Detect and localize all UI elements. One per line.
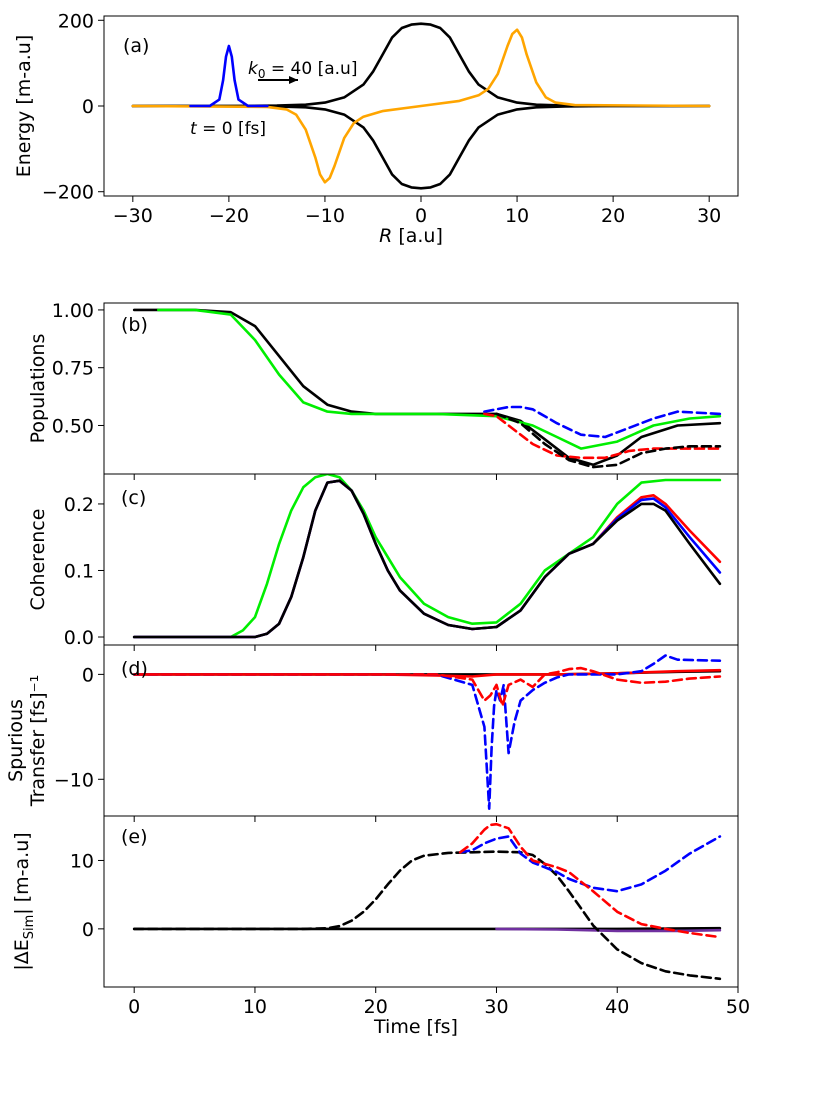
series-group — [132, 474, 722, 639]
panel-tag: (e) — [121, 826, 148, 848]
x-tick-label: 20 — [364, 996, 388, 1018]
y-tick-label: 10 — [70, 850, 94, 872]
series-black-dashed — [132, 850, 722, 981]
x-tick-label: −10 — [305, 205, 345, 227]
y-axis-label: Populations — [27, 334, 49, 444]
axes-frame — [103, 815, 739, 988]
k-symbol: k — [248, 59, 259, 79]
panel-1: 1.00 0.75 0.50 (b) Populations — [27, 300, 739, 480]
y-label-sub: Sim — [22, 915, 37, 940]
series-blue-dashed — [458, 835, 722, 893]
panel-tag: (d) — [121, 658, 148, 680]
k-rest: = 40 [a.u] — [266, 59, 358, 79]
y-axis-label-line: Transfer [fs]⁻¹ — [27, 675, 49, 808]
y-label-post: | [m-a.u] — [11, 832, 33, 914]
series-green — [132, 474, 722, 639]
momentum-annotation: k0 = 40 [a.u] — [248, 59, 357, 81]
y-tick-label: 0.1 — [64, 560, 94, 582]
y-tick-label: 0.0 — [64, 627, 94, 649]
y-tick-label: 0 — [82, 664, 94, 686]
y-tick-label: 0.2 — [64, 494, 94, 516]
series-group — [132, 308, 722, 469]
y-axis-label: Energy [m-a.u] — [13, 35, 35, 177]
series-exact — [132, 308, 722, 467]
x-tick-label: −30 — [113, 205, 153, 227]
y-axis-label-line: Spurious — [5, 699, 27, 782]
panel-tag: (a) — [123, 35, 149, 57]
x-axis-label: R [a.u] — [379, 225, 443, 247]
series-purple — [495, 927, 722, 933]
panel-3: 0 −10 (d) Spurious Transfer [fs]⁻¹ — [5, 644, 739, 822]
y-tick-label: 0 — [82, 919, 94, 941]
series-red-dashed — [483, 412, 722, 460]
series-upper-surface — [131, 22, 711, 108]
x-tick-label: 20 — [601, 205, 625, 227]
y-label-pre: |ΔE — [11, 939, 33, 970]
panel-tag: (c) — [121, 487, 146, 509]
series-nonadiabatic-coupling — [131, 28, 711, 184]
series-blue-dashed — [132, 654, 722, 810]
x-tick-label: 30 — [697, 205, 721, 227]
x-tick-label: 0 — [415, 205, 427, 227]
y-axis-label: |ΔESim| [m-a.u] — [11, 832, 37, 970]
series-red-dashed — [458, 822, 722, 939]
y-tick-label: 0.50 — [52, 415, 94, 437]
panel-0: 200 0 −200 −30 −20 −10 0 10 20 30 (a) R [a.u] Energy… — [13, 10, 739, 247]
k-sub: 0 — [258, 67, 266, 81]
panel-2: 0.2 0.1 0.0 (c) Coherence — [27, 473, 739, 651]
series-initial-wavepacket — [189, 44, 269, 108]
x-tick-label: 10 — [505, 205, 529, 227]
series-group — [131, 22, 711, 190]
x-tick-label: 10 — [243, 996, 267, 1018]
panel-4: 10 0 0 10 20 30 40 50 (e) Time [fs] |ΔESim| [m-a.u… — [11, 815, 750, 1038]
series-blue-dashed — [483, 405, 722, 439]
y-tick-label: 200 — [58, 10, 94, 32]
y-tick-label: 0.75 — [52, 358, 94, 380]
x-tick-label: 30 — [484, 996, 508, 1018]
y-tick-label: −10 — [54, 769, 94, 791]
series-lower-surface — [131, 104, 711, 190]
x-tick-label: −20 — [209, 205, 249, 227]
panel-tag: (b) — [121, 314, 148, 336]
y-tick-label: 0 — [82, 96, 94, 118]
x-tick-label: 50 — [726, 996, 750, 1018]
series-group — [132, 822, 722, 981]
t-symbol: t — [190, 119, 198, 139]
x-label-unit: [a.u] — [392, 225, 443, 247]
y-tick-label: 1.00 — [52, 300, 94, 322]
series-red-dashed — [132, 666, 722, 708]
y-tick-label: −200 — [42, 182, 94, 204]
series-black-dashed — [495, 412, 722, 469]
t-rest: = 0 [fs] — [197, 119, 266, 139]
time-annotation: t = 0 [fs] — [190, 119, 266, 139]
x-label-symbol: R — [379, 225, 392, 247]
y-axis-label: Coherence — [27, 509, 49, 611]
series-black — [132, 479, 722, 639]
x-tick-label: 40 — [605, 996, 629, 1018]
series-group — [132, 654, 722, 810]
x-tick-label: 0 — [128, 996, 140, 1018]
arrow-head — [289, 76, 298, 84]
series-green — [157, 308, 722, 450]
x-axis-label: Time [fs] — [373, 1016, 458, 1038]
series-red — [132, 479, 722, 639]
